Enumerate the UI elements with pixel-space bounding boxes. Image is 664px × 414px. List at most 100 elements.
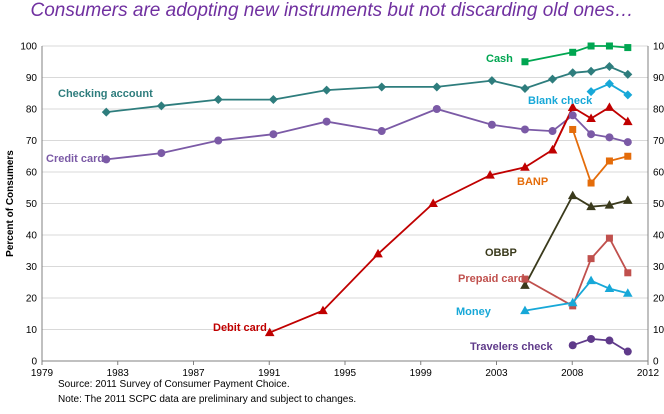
source-note: Source: 2011 Survey of Consumer Payment …: [58, 379, 290, 390]
data-point-debit-card: [373, 248, 383, 258]
data-point-credit-card: [377, 127, 386, 136]
x-tick-label: 1995: [334, 368, 357, 379]
y-tick-label-right: 50: [653, 199, 664, 210]
data-point-prepaid-card: [587, 255, 595, 263]
data-point-prepaid-card: [605, 234, 613, 242]
y-tick-label-left: 30: [26, 262, 38, 273]
data-point-obbp: [604, 200, 615, 209]
y-tick-label-left: 90: [26, 73, 38, 84]
data-point-checking-account: [268, 95, 278, 105]
data-point-debit-card: [520, 162, 530, 171]
data-point-checking-account: [101, 107, 111, 117]
y-tick-label-right: 80: [653, 105, 664, 116]
data-point-checking-account: [322, 85, 332, 95]
data-point-cash: [569, 48, 577, 56]
data-point-debit-card: [567, 102, 578, 111]
series-label-banp: BANP: [517, 176, 548, 188]
x-tick-label: 1979: [31, 368, 54, 379]
y-tick-label-right: 100: [653, 42, 664, 53]
series-label-travelers-check: Travelers check: [470, 341, 553, 353]
data-point-checking-account: [156, 101, 166, 111]
data-point-obbp: [567, 190, 578, 200]
tick-labels: 0 0 10 10 20 20 30 30 40 40 50 50 60 60 70 70 80 80 90 90 10…: [20, 42, 664, 380]
data-point-credit-card: [269, 130, 278, 139]
data-point-credit-card: [322, 117, 331, 126]
data-point-credit-card: [568, 111, 577, 120]
data-point-cash: [605, 42, 613, 50]
series-lines: [106, 45, 629, 353]
data-point-obbp: [623, 195, 633, 204]
y-tick-label-left: 50: [26, 199, 38, 210]
y-tick-label-left: 100: [20, 42, 37, 53]
y-tick-label-right: 90: [653, 73, 664, 84]
data-point-checking-account: [432, 82, 442, 92]
series-line-debit-card: [269, 107, 574, 334]
data-point-credit-card: [520, 125, 529, 134]
series-label-blank-check: Blank check: [528, 95, 593, 107]
series-label-checking-account: Checking account: [58, 88, 153, 100]
series-line-prepaid-card: [524, 236, 629, 308]
data-point-prepaid-card: [521, 275, 529, 283]
x-tick-label: 2012: [637, 368, 660, 379]
y-tick-label-right: 0: [653, 357, 659, 368]
data-point-segment-4: [586, 113, 596, 122]
data-point-blank-check: [586, 87, 596, 97]
y-tick-label-left: 80: [26, 105, 38, 116]
data-point-checking-account: [377, 82, 387, 92]
data-point-banp: [587, 179, 595, 187]
y-tick-label-right: 30: [653, 262, 664, 273]
data-point-credit-card: [548, 127, 557, 136]
y-tick-label-right: 20: [653, 294, 664, 305]
y-tick-label-right: 10: [653, 325, 664, 336]
data-point-debit-card: [318, 305, 328, 315]
series-line-banp: [571, 129, 629, 185]
data-point-travelers-check: [605, 336, 614, 345]
series-label-debit-card: Debit card: [213, 322, 267, 334]
data-point-money: [567, 297, 578, 307]
series-label-money: Money: [456, 306, 492, 318]
series-label-obbp: OBBP: [485, 247, 517, 259]
x-tick-label: 1999: [410, 368, 433, 379]
data-point-checking-account: [487, 76, 497, 86]
series-label-credit-card: Credit card: [46, 153, 104, 165]
data-point-debit-card: [264, 327, 275, 337]
data-point-checking-account: [520, 84, 530, 94]
axes: [41, 46, 649, 365]
data-point-checking-account: [213, 95, 223, 105]
data-point-credit-card: [432, 105, 441, 113]
series-line-segment-4: [551, 106, 629, 151]
series-labels: Cash Checking account Blank check Credit ca…: [46, 53, 593, 353]
data-point-banp: [624, 152, 632, 160]
data-point-travelers-check: [587, 334, 596, 343]
data-point-debit-card: [547, 144, 558, 154]
chart-title: Consumers are adopting new instruments b…: [30, 0, 634, 21]
y-tick-label-right: 60: [653, 168, 664, 179]
data-point-checking-account: [623, 69, 633, 79]
y-tick-label-right: 40: [653, 231, 664, 242]
y-tick-label-left: 70: [26, 136, 38, 147]
data-point-segment-4: [604, 102, 615, 111]
data-point-money: [586, 275, 596, 285]
x-tick-label: 1991: [258, 368, 281, 379]
series-markers: [101, 42, 633, 356]
y-axis-label: Percent of Consumers: [5, 150, 16, 257]
data-point-credit-card: [102, 155, 111, 164]
data-point-travelers-check: [623, 347, 632, 356]
data-point-segment-4: [623, 116, 633, 126]
data-point-money: [520, 305, 530, 315]
disclaimer-note: Note: The 2011 SCPC data are preliminary…: [58, 394, 357, 405]
series-line-travelers-check: [572, 337, 629, 353]
data-point-money: [623, 288, 633, 297]
series-line-credit-card: [106, 108, 629, 161]
series-label-prepaid-card: Prepaid card: [458, 273, 525, 285]
y-tick-label-left: 60: [26, 168, 38, 179]
data-point-blank-check: [604, 79, 614, 89]
data-point-credit-card: [157, 149, 166, 158]
x-tick-label: 1987: [182, 368, 205, 379]
data-point-obbp: [586, 201, 596, 211]
data-point-prepaid-card: [624, 269, 632, 277]
data-point-banp: [569, 125, 577, 133]
data-point-checking-account: [548, 74, 558, 84]
data-point-blank-check: [623, 90, 633, 100]
